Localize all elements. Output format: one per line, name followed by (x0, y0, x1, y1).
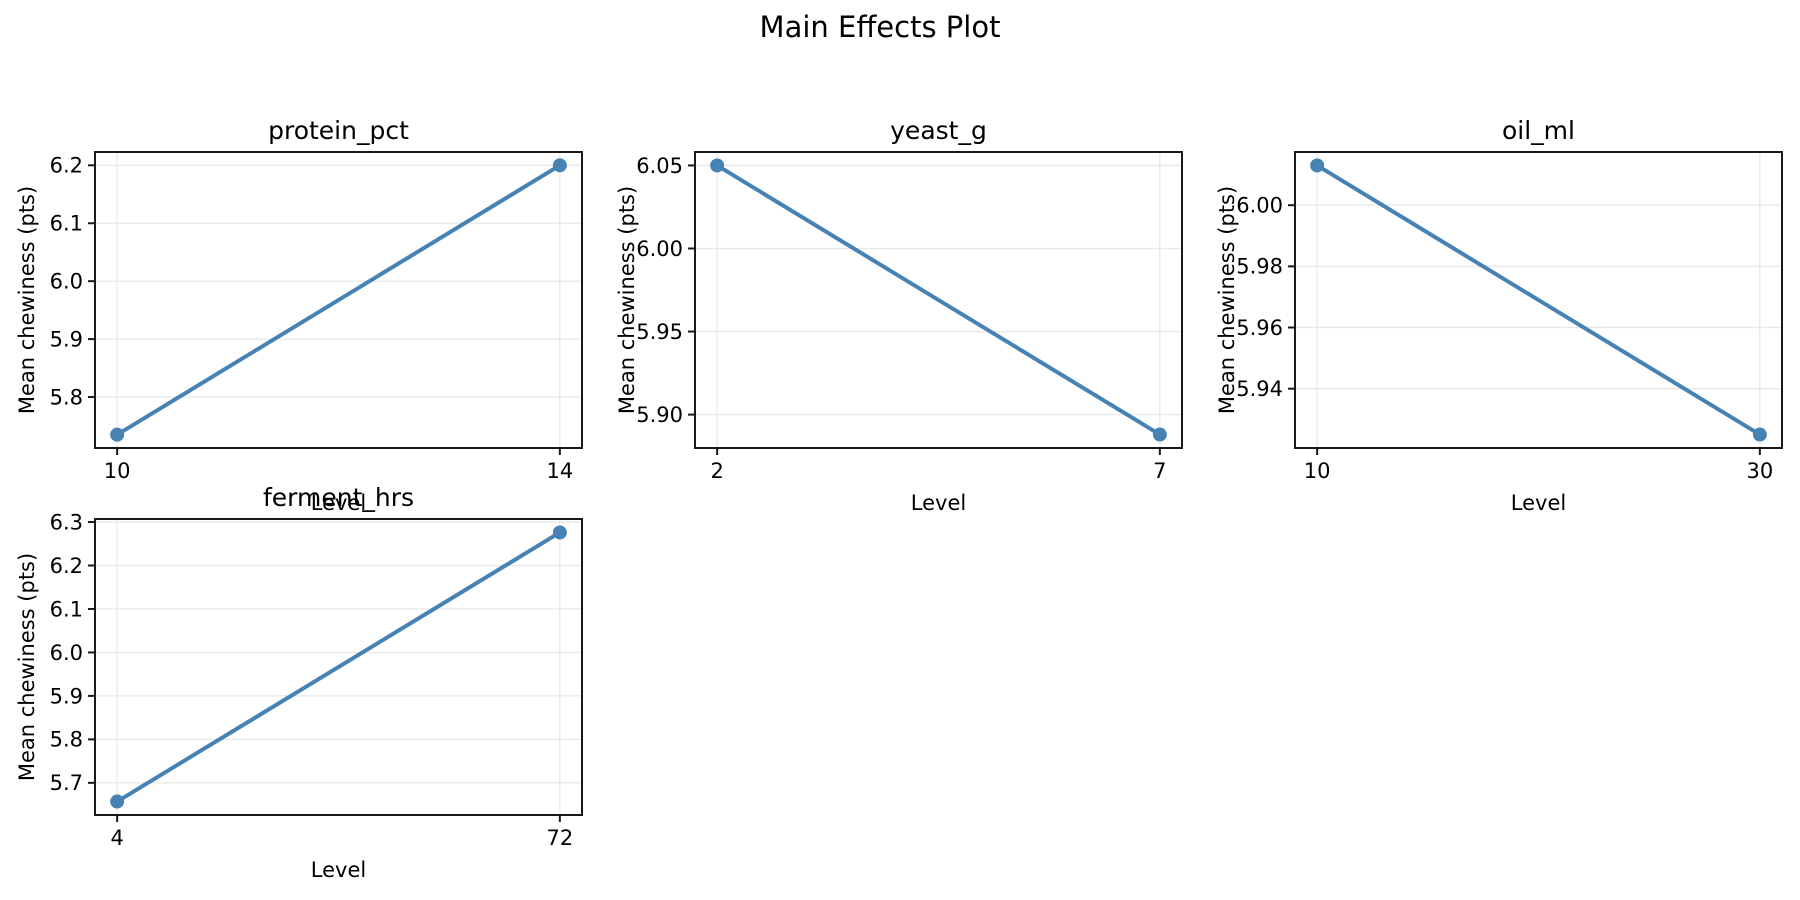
subplot-slot-2: 5.90 5.95 6.00 6.05 2 7 Level Mean chewiness (p… (600, 48, 1200, 518)
x-tick-label: 2 (710, 459, 723, 483)
y-tick-label: 5.90 (636, 403, 683, 427)
y-tick-label: 6.00 (636, 237, 683, 261)
subplot-slot-1: 5.8 5.9 6.0 6.1 6.2 10 14 Level Mean chewiness (… (0, 48, 600, 518)
x-tick-label: 72 (546, 826, 573, 850)
y-tick-label: 6.0 (50, 270, 83, 294)
subplot-protein_pct: 5.8 5.9 6.0 6.1 6.2 10 14 Level Mean chewiness (… (15, 116, 583, 515)
axes-spines (94, 518, 583, 816)
y-axis-label: Mean chewiness (pts) (15, 553, 39, 781)
y-tick-label: 6.3 (50, 510, 83, 534)
data-point-marker (1310, 158, 1325, 173)
y-axis-label: Mean chewiness (pts) (615, 186, 639, 414)
y-tick-label: 5.98 (1236, 255, 1283, 279)
axes-spines (1294, 151, 1783, 449)
x-axis-label: Level (311, 491, 366, 515)
effect-line (715, 163, 1162, 437)
y-tick-label: 6.2 (50, 154, 83, 178)
y-tick-label: 6.1 (50, 212, 83, 236)
y-tick-label: 5.95 (636, 320, 683, 344)
x-tick-label: 30 (1746, 459, 1773, 483)
y-tick-label: 6.00 (1236, 194, 1283, 218)
axes-spines (694, 151, 1183, 449)
y-tick-label: 6.1 (50, 597, 83, 621)
y-axis-label: Mean chewiness (pts) (15, 186, 39, 414)
subplot-oil_ml: 5.94 5.96 5.98 6.00 10 30 Level Mean chewiness … (1215, 116, 1783, 515)
subplot-ferment_hrs: 5.7 5.8 5.9 6.0 6.1 6.2 6.3 4 72 Level Mean chewin… (15, 483, 583, 882)
y-tick-label: 5.94 (1236, 377, 1283, 401)
data-point-marker (552, 525, 567, 540)
data-point-marker (552, 158, 567, 173)
y-tick-label: 6.2 (50, 554, 83, 578)
x-tick-label: 4 (110, 826, 123, 850)
data-point-marker (1152, 427, 1167, 442)
effect-line (1315, 163, 1762, 437)
subplot-slot-3: 5.94 5.96 5.98 6.00 10 30 Level Mean chewiness … (1200, 48, 1800, 518)
x-tick-label: 10 (104, 459, 131, 483)
y-tick-label: 5.8 (50, 728, 83, 752)
subplot-title: ferment_hrs (263, 483, 414, 512)
subplot-yeast_g: 5.90 5.95 6.00 6.05 2 7 Level Mean chewiness (p… (615, 116, 1183, 515)
y-tick-label: 5.7 (50, 771, 83, 795)
axes-spines (94, 151, 583, 449)
x-tick-label: 7 (1153, 459, 1166, 483)
subplot-title: oil_ml (1502, 116, 1575, 145)
subplot-slot-4: 5.7 5.8 5.9 6.0 6.1 6.2 6.3 4 72 Level Mean chewin… (0, 415, 600, 885)
figure-title: Main Effects Plot (759, 10, 1001, 44)
y-axis-label: Mean chewiness (pts) (1215, 186, 1239, 414)
effect-line (115, 530, 562, 804)
data-point-marker (1752, 427, 1767, 442)
data-point-marker (110, 794, 125, 809)
y-tick-label: 6.0 (50, 641, 83, 665)
x-tick-label: 14 (546, 459, 573, 483)
x-axis-label: Level (911, 491, 966, 515)
data-point-marker (710, 158, 725, 173)
data-point-marker (110, 427, 125, 442)
x-axis-label: Level (311, 858, 366, 882)
effect-line (115, 163, 562, 437)
y-tick-label: 6.05 (636, 154, 683, 178)
y-tick-label: 5.9 (50, 327, 83, 351)
subplot-title: protein_pct (268, 116, 409, 145)
y-tick-label: 5.8 (50, 385, 83, 409)
y-tick-label: 5.9 (50, 684, 83, 708)
y-tick-label: 5.96 (1236, 316, 1283, 340)
subplot-title: yeast_g (890, 116, 987, 145)
x-tick-label: 10 (1304, 459, 1331, 483)
x-axis-label: Level (1511, 491, 1566, 515)
